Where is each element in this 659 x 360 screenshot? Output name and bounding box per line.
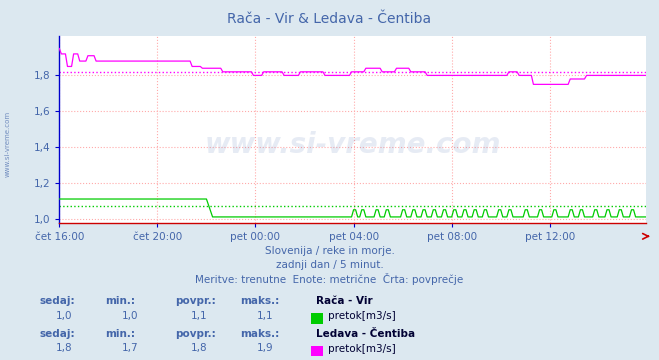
Text: Slovenija / reke in morje.: Slovenija / reke in morje. [264,246,395,256]
Text: 1,1: 1,1 [257,311,273,321]
Text: povpr.:: povpr.: [175,329,215,339]
Text: 1,8: 1,8 [56,343,72,353]
Text: povpr.:: povpr.: [175,296,215,306]
Text: 1,7: 1,7 [122,343,138,353]
Text: pretok[m3/s]: pretok[m3/s] [328,311,396,321]
Text: sedaj:: sedaj: [40,329,75,339]
Text: Rača - Vir & Ledava - Čentiba: Rača - Vir & Ledava - Čentiba [227,12,432,26]
Text: 1,9: 1,9 [257,343,273,353]
Text: 1,8: 1,8 [191,343,208,353]
Text: zadnji dan / 5 minut.: zadnji dan / 5 minut. [275,260,384,270]
Text: Ledava - Čentiba: Ledava - Čentiba [316,329,415,339]
Text: min.:: min.: [105,329,136,339]
Text: Rača - Vir: Rača - Vir [316,296,373,306]
Text: pretok[m3/s]: pretok[m3/s] [328,344,396,354]
Text: www.si-vreme.com: www.si-vreme.com [204,131,501,158]
Text: 1,0: 1,0 [122,311,138,321]
Text: Meritve: trenutne  Enote: metrične  Črta: povprečje: Meritve: trenutne Enote: metrične Črta: … [195,273,464,285]
Text: maks.:: maks.: [241,296,280,306]
Text: 1,0: 1,0 [56,311,72,321]
Text: maks.:: maks.: [241,329,280,339]
Text: 1,1: 1,1 [191,311,208,321]
Text: www.si-vreme.com: www.si-vreme.com [5,111,11,177]
Text: min.:: min.: [105,296,136,306]
Text: sedaj:: sedaj: [40,296,75,306]
